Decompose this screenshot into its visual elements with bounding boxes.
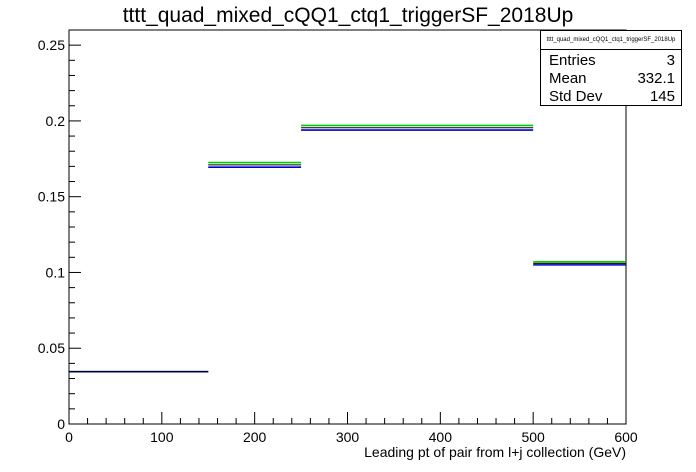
stats-mean-value: 332.1: [637, 70, 675, 87]
stats-entries-value: 3: [666, 52, 675, 69]
x-tick-label: 500: [521, 429, 545, 445]
y-tick-label: 0.05: [38, 340, 65, 356]
stats-mean-row: Mean 332.1: [549, 70, 675, 88]
chart-title: tttt_quad_mixed_cQQ1_ctq1_triggerSF_2018…: [122, 4, 574, 27]
x-tick-label: 100: [150, 429, 174, 445]
stats-box-title: tttt_quad_mixed_cQQ1_ctq1_triggerSF_2018…: [541, 31, 681, 50]
x-tick-label: 0: [65, 429, 73, 445]
stats-box: tttt_quad_mixed_cQQ1_ctq1_triggerSF_2018…: [540, 30, 682, 106]
y-tick-label: 0.15: [38, 189, 65, 205]
stats-stddev-label: Std Dev: [549, 88, 603, 105]
y-tick-label: 0.25: [38, 37, 65, 53]
y-tick-label: 0.1: [46, 264, 66, 280]
x-tick-label: 200: [243, 429, 267, 445]
stats-stddev-value: 145: [649, 88, 675, 105]
x-tick-label: 600: [614, 429, 638, 445]
stats-entries-row: Entries 3: [549, 52, 675, 70]
x-tick-label: 400: [429, 429, 453, 445]
stats-stddev-row: Std Dev 145: [549, 88, 675, 106]
stats-mean-label: Mean: [549, 70, 587, 87]
x-tick-label: 300: [336, 429, 360, 445]
stats-entries-label: Entries: [549, 52, 596, 69]
y-tick-label: 0.2: [46, 113, 66, 129]
y-tick-label: 0: [57, 416, 65, 432]
x-axis-label: Leading pt of pair from l+j collection (…: [364, 444, 626, 460]
